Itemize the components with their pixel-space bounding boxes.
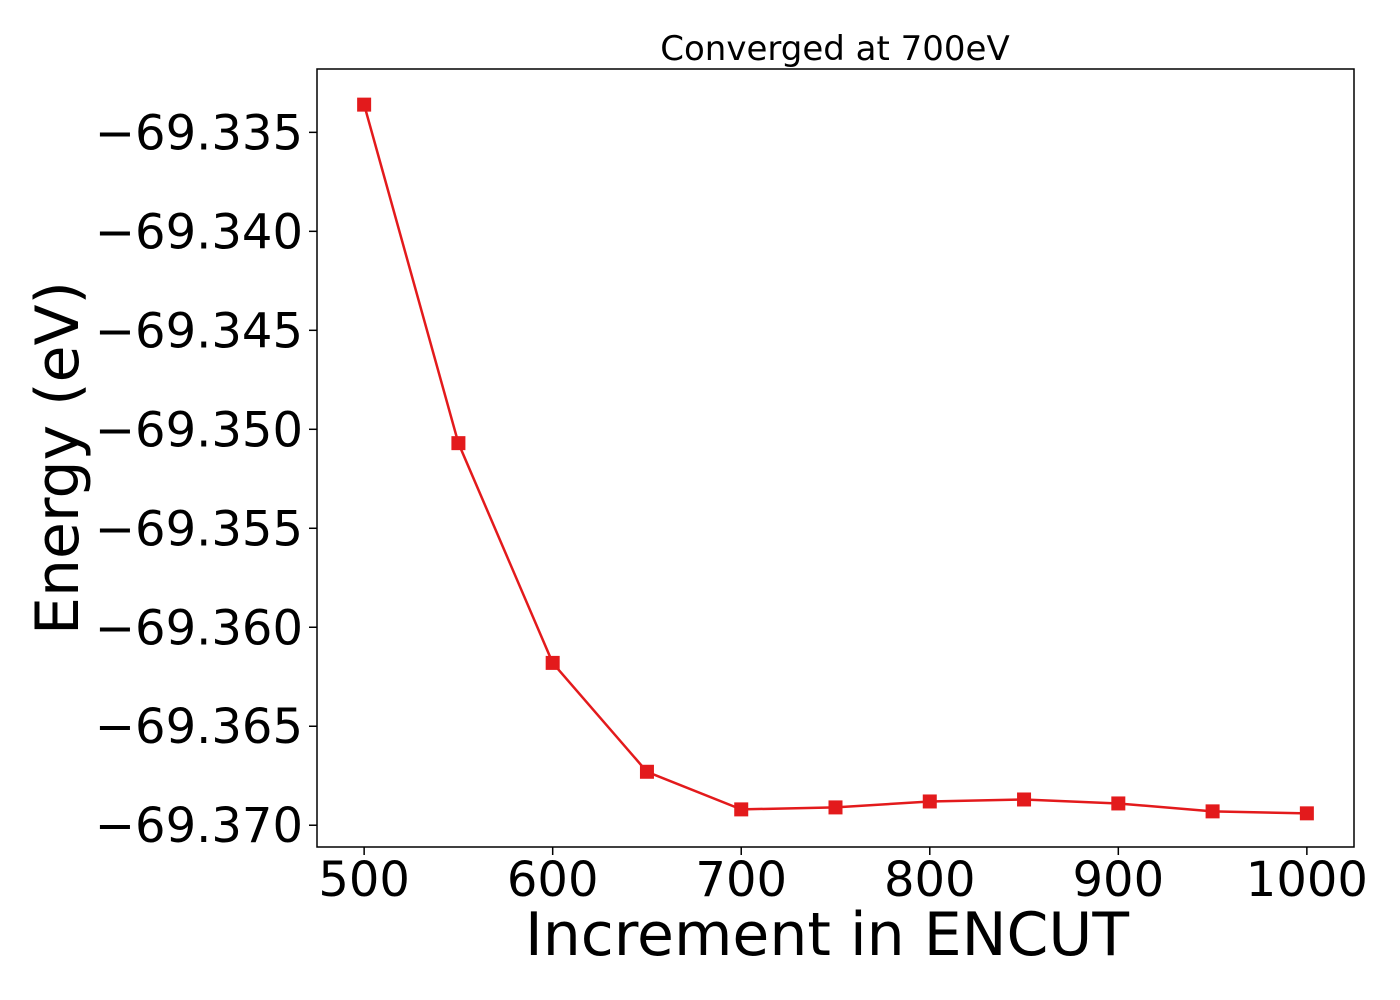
data-point-marker	[545, 655, 560, 670]
data-point-marker	[1299, 806, 1314, 821]
data-point-marker	[828, 800, 843, 815]
data-point-marker	[1017, 792, 1032, 807]
y-tick-label: −69.355	[95, 501, 303, 557]
x-tick-label: 700	[695, 852, 787, 908]
y-tick-label: −69.340	[95, 204, 303, 260]
data-point-marker	[734, 802, 749, 817]
y-tick-label: −69.345	[95, 303, 303, 359]
x-tick-label: 600	[507, 852, 599, 908]
data-point-marker	[1205, 804, 1220, 819]
y-tick-label: −69.365	[95, 699, 303, 755]
x-axis: 500 600 700 800 900 1000	[318, 847, 1368, 908]
y-axis: −69.335 −69.340 −69.345 −69.350 −69.355 −69.3…	[95, 105, 317, 854]
y-tick-label: −69.370	[95, 798, 303, 854]
plot-area	[357, 97, 1314, 821]
y-tick-label: −69.335	[95, 105, 303, 161]
y-tick-label: −69.350	[95, 402, 303, 458]
x-tick-label: 900	[1073, 852, 1165, 908]
y-axis-label: Energy (eV)	[23, 281, 93, 635]
data-point-marker	[1111, 796, 1126, 811]
series-line	[362, 104, 1307, 815]
chart-title: Converged at 700eV	[660, 29, 1009, 69]
x-tick-label: 800	[884, 852, 976, 908]
data-point-marker	[451, 436, 466, 451]
data-point-marker	[357, 97, 372, 112]
x-tick-label: 500	[318, 852, 410, 908]
data-point-marker	[922, 794, 937, 809]
y-tick-label: −69.360	[95, 600, 303, 656]
x-axis-label: Increment in ENCUT	[525, 900, 1129, 970]
x-tick-label: 1000	[1246, 852, 1368, 908]
data-point-marker	[639, 764, 654, 779]
plot-frame	[316, 68, 1355, 848]
